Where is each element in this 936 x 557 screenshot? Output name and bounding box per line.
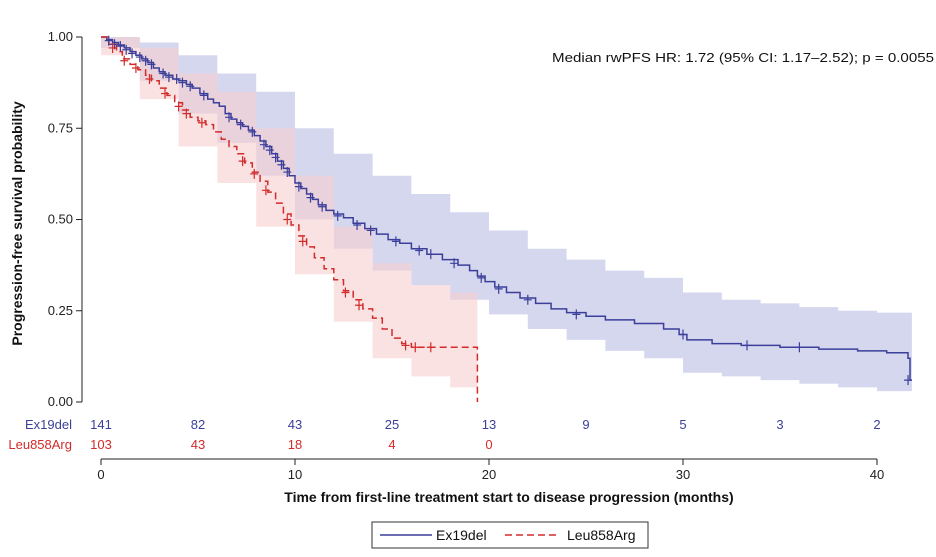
censor-mark-leu858arg [426,342,435,353]
x-tick-label: 40 [870,467,884,482]
censor-mark-ex19del [104,35,113,46]
censor-mark-leu858arg [250,168,259,179]
risk-count: 3 [776,417,783,432]
ci-band-ex19del [101,37,912,395]
censor-mark-leu858arg [182,108,191,119]
censor-mark-ex19del [128,48,137,59]
censor-mark-ex19del [135,52,144,63]
risk-count: 0 [485,437,492,452]
y-tick-label: 0.75 [48,120,73,135]
censor-mark-ex19del [904,375,913,386]
censor-mark-leu858arg [108,42,117,53]
risk-count: 13 [482,417,496,432]
x-tick-label: 10 [288,467,302,482]
censor-mark-ex19del [283,167,292,178]
censor-mark-ex19del [318,201,327,212]
x-tick-label: 0 [97,467,104,482]
y-tick-label: 0.50 [48,212,73,227]
censor-mark-ex19del [353,219,362,230]
risk-count: 141 [90,417,112,432]
censor-mark-ex19del [366,225,375,236]
y-tick-label: 0.25 [48,303,73,318]
censor-mark-ex19del [186,81,195,92]
censor-marks [104,35,913,386]
censor-mark-ex19del [306,192,315,203]
censor-mark-ex19del [679,329,687,340]
censor-mark-ex19del [178,77,187,88]
censor-mark-leu858arg [261,185,270,196]
censor-mark-leu858arg [341,287,350,298]
censor-mark-leu858arg [174,101,183,112]
risk-count: 18 [288,437,302,452]
censor-mark-ex19del [199,90,208,101]
confidence-bands [101,37,912,395]
censor-mark-ex19del [415,245,424,256]
censor-mark-leu858arg [131,63,140,74]
censor-mark-ex19del [426,249,435,260]
risk-row-label: Leu858Arg [8,437,72,452]
risk-row-label: Ex19del [25,417,72,432]
censor-mark-ex19del [333,210,342,221]
censor-mark-ex19del [795,342,804,353]
censor-mark-ex19del [523,294,532,305]
risk-table: Ex19del 141 82 43 25 13 9 5 3 2 Leu858Arg 103 43 18 4 0 [8,417,880,452]
censor-mark-ex19del [277,159,286,170]
y-axis-title: Progression-free survival probability [9,101,25,346]
censor-mark-ex19del [122,44,131,55]
censor-mark-leu858arg [145,73,154,84]
censor-mark-leu858arg [197,117,206,128]
censor-mark-ex19del [236,119,245,130]
censor-mark-ex19del [743,340,752,351]
censor-mark-leu858arg [238,156,247,167]
censor-mark-ex19del [116,41,125,52]
censor-mark-leu858arg [120,55,129,66]
censor-mark-ex19del [271,152,280,163]
risk-count: 25 [385,417,399,432]
legend-label-ex19del: Ex19del [436,527,487,543]
hr-annotation: Median rwPFS HR: 1.72 (95% CI: 1.17–2.52… [552,50,934,65]
risk-count: 5 [679,417,686,432]
risk-count: 43 [288,417,302,432]
axis-ticks: 0.000.250.500.751.000 10 20 30 40 [48,29,885,482]
legend: Ex19del Leu858Arg [371,521,649,549]
censor-mark-leu858arg [161,88,170,99]
censor-mark-ex19del [494,283,503,294]
censor-mark-ex19del [294,181,303,192]
y-tick-label: 1.00 [48,29,73,44]
censor-mark-leu858arg [355,300,364,311]
censor-mark-ex19del [159,68,168,79]
risk-count: 82 [191,417,205,432]
censor-mark-ex19del [265,145,274,156]
censor-mark-ex19del [248,126,257,137]
censor-mark-ex19del [391,236,400,247]
censor-mark-ex19del [572,309,581,320]
censor-mark-leu858arg [401,340,410,351]
censor-mark-ex19del [172,73,181,84]
censor-mark-leu858arg [411,342,420,353]
censor-mark-ex19del [141,55,150,66]
ci-band-leu858arg [101,37,478,395]
censor-mark-ex19del [450,258,459,269]
risk-count: 103 [90,437,112,452]
censor-mark-ex19del [147,59,156,70]
censor-mark-ex19del [259,139,268,150]
y-tick-label: 0.00 [48,394,73,409]
x-tick-label: 20 [482,467,496,482]
risk-count: 43 [191,437,205,452]
censor-mark-leu858arg [283,214,292,225]
risk-count: 4 [388,437,395,452]
risk-count: 2 [873,417,880,432]
x-tick-label: 30 [676,467,690,482]
curve-leu858arg [101,36,479,402]
x-axis-title: Time from first-line treatment start to … [284,489,733,505]
risk-count: 9 [582,417,589,432]
censor-mark-ex19del [164,72,173,83]
censor-mark-ex19del [225,112,234,123]
legend-label-leu858arg: Leu858Arg [567,527,636,543]
censor-mark-leu858arg [298,236,307,247]
censor-mark-ex19del [477,272,486,283]
